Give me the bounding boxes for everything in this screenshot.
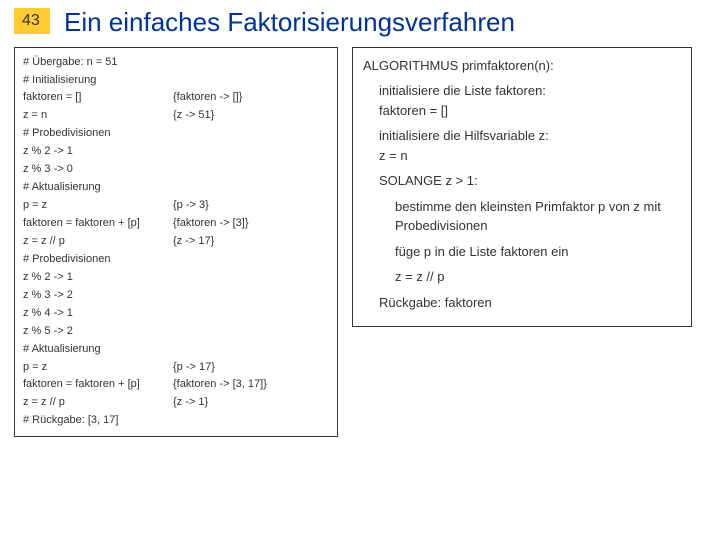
trace-state: {z -> 17} [173,234,329,250]
slide-title: Ein einfaches Faktorisierungsverfahren [64,8,515,37]
trace-state: {z -> 1} [173,395,329,411]
trace-row: faktoren = faktoren + [p]{faktoren -> [3… [23,215,329,233]
algo-step-while: SOLANGE z > 1: [379,171,681,191]
trace-row: z % 3 -> 0 [23,161,329,179]
algo-text: initialisiere die Hilfsvariable z: [379,128,549,143]
algo-step-append: füge p in die Liste faktoren ein [395,242,681,262]
trace-code: # Rückgabe: [3, 17] [23,413,173,429]
trace-row: z = n{z -> 51} [23,107,329,125]
trace-state [173,73,329,89]
trace-state [173,162,329,178]
slide-number-badge: 43 [14,8,50,34]
algo-text: faktoren = [] [379,103,448,118]
trace-state [173,306,329,322]
trace-code: faktoren = faktoren + [p] [23,216,173,232]
trace-state [173,252,329,268]
trace-code: z % 3 -> 0 [23,162,173,178]
trace-code: p = z [23,360,173,376]
trace-state [173,55,329,71]
trace-state: {p -> 17} [173,360,329,376]
header: 43 Ein einfaches Faktorisierungsverfahre… [14,8,706,37]
trace-state: {z -> 51} [173,108,329,124]
algo-step-divide: z = z // p [395,267,681,287]
trace-code: # Aktualisierung [23,180,173,196]
trace-row: z % 2 -> 1 [23,143,329,161]
algo-text: z = n [379,148,408,163]
trace-code: # Übergabe: n = 51 [23,55,173,71]
trace-row: z % 4 -> 1 [23,305,329,323]
right-panel: ALGORITHMUS primfaktoren(n): initialisie… [352,47,692,328]
trace-state [173,270,329,286]
trace-row: p = z{p -> 3} [23,197,329,215]
trace-code: z = z // p [23,234,173,250]
trace-code: # Probedivisionen [23,126,173,142]
trace-code: # Probedivisionen [23,252,173,268]
trace-row: p = z{p -> 17} [23,359,329,377]
trace-code: faktoren = faktoren + [p] [23,377,173,393]
trace-row: z % 3 -> 2 [23,287,329,305]
trace-state: {faktoren -> [3, 17]} [173,377,329,393]
trace-row: # Übergabe: n = 51 [23,54,329,72]
trace-code: z % 3 -> 2 [23,288,173,304]
trace-state [173,342,329,358]
algo-text: initialisiere die Liste faktoren: [379,83,546,98]
trace-row: faktoren = faktoren + [p]{faktoren -> [3… [23,376,329,394]
trace-state [173,180,329,196]
trace-state: {faktoren -> [3]} [173,216,329,232]
trace-code: z % 2 -> 1 [23,270,173,286]
trace-code: z % 5 -> 2 [23,324,173,340]
trace-code: # Aktualisierung [23,342,173,358]
trace-code: faktoren = [] [23,90,173,106]
trace-row: faktoren = []{faktoren -> []} [23,89,329,107]
trace-row: # Probedivisionen [23,251,329,269]
left-panel: # Übergabe: n = 51# Initialisierungfakto… [14,47,338,438]
algo-step-init-z: initialisiere die Hilfsvariable z: z = n [379,126,681,165]
trace-row: # Aktualisierung [23,341,329,359]
slide-container: 43 Ein einfaches Faktorisierungsverfahre… [0,0,720,540]
trace-state: {p -> 3} [173,198,329,214]
trace-state [173,126,329,142]
trace-row: z = z // p{z -> 17} [23,233,329,251]
trace-code: z % 2 -> 1 [23,144,173,160]
trace-state: {faktoren -> []} [173,90,329,106]
trace-row: # Probedivisionen [23,125,329,143]
trace-state [173,288,329,304]
trace-state [173,413,329,429]
algo-step-find-p: bestimme den kleinsten Primfaktor p von … [395,197,681,236]
algo-title: ALGORITHMUS primfaktoren(n): [363,56,681,76]
trace-row: # Initialisierung [23,72,329,90]
trace-row: z % 2 -> 1 [23,269,329,287]
trace-state [173,324,329,340]
trace-code: z % 4 -> 1 [23,306,173,322]
trace-code: # Initialisierung [23,73,173,89]
trace-row: # Aktualisierung [23,179,329,197]
content-row: # Übergabe: n = 51# Initialisierungfakto… [14,47,706,438]
trace-code: p = z [23,198,173,214]
algo-step-return: Rückgabe: faktoren [379,293,681,313]
trace-row: z % 5 -> 2 [23,323,329,341]
trace-row: # Rückgabe: [3, 17] [23,412,329,430]
trace-code: z = z // p [23,395,173,411]
trace-row: z = z // p{z -> 1} [23,394,329,412]
algo-step-init-list: initialisiere die Liste faktoren: faktor… [379,81,681,120]
trace-code: z = n [23,108,173,124]
trace-state [173,144,329,160]
